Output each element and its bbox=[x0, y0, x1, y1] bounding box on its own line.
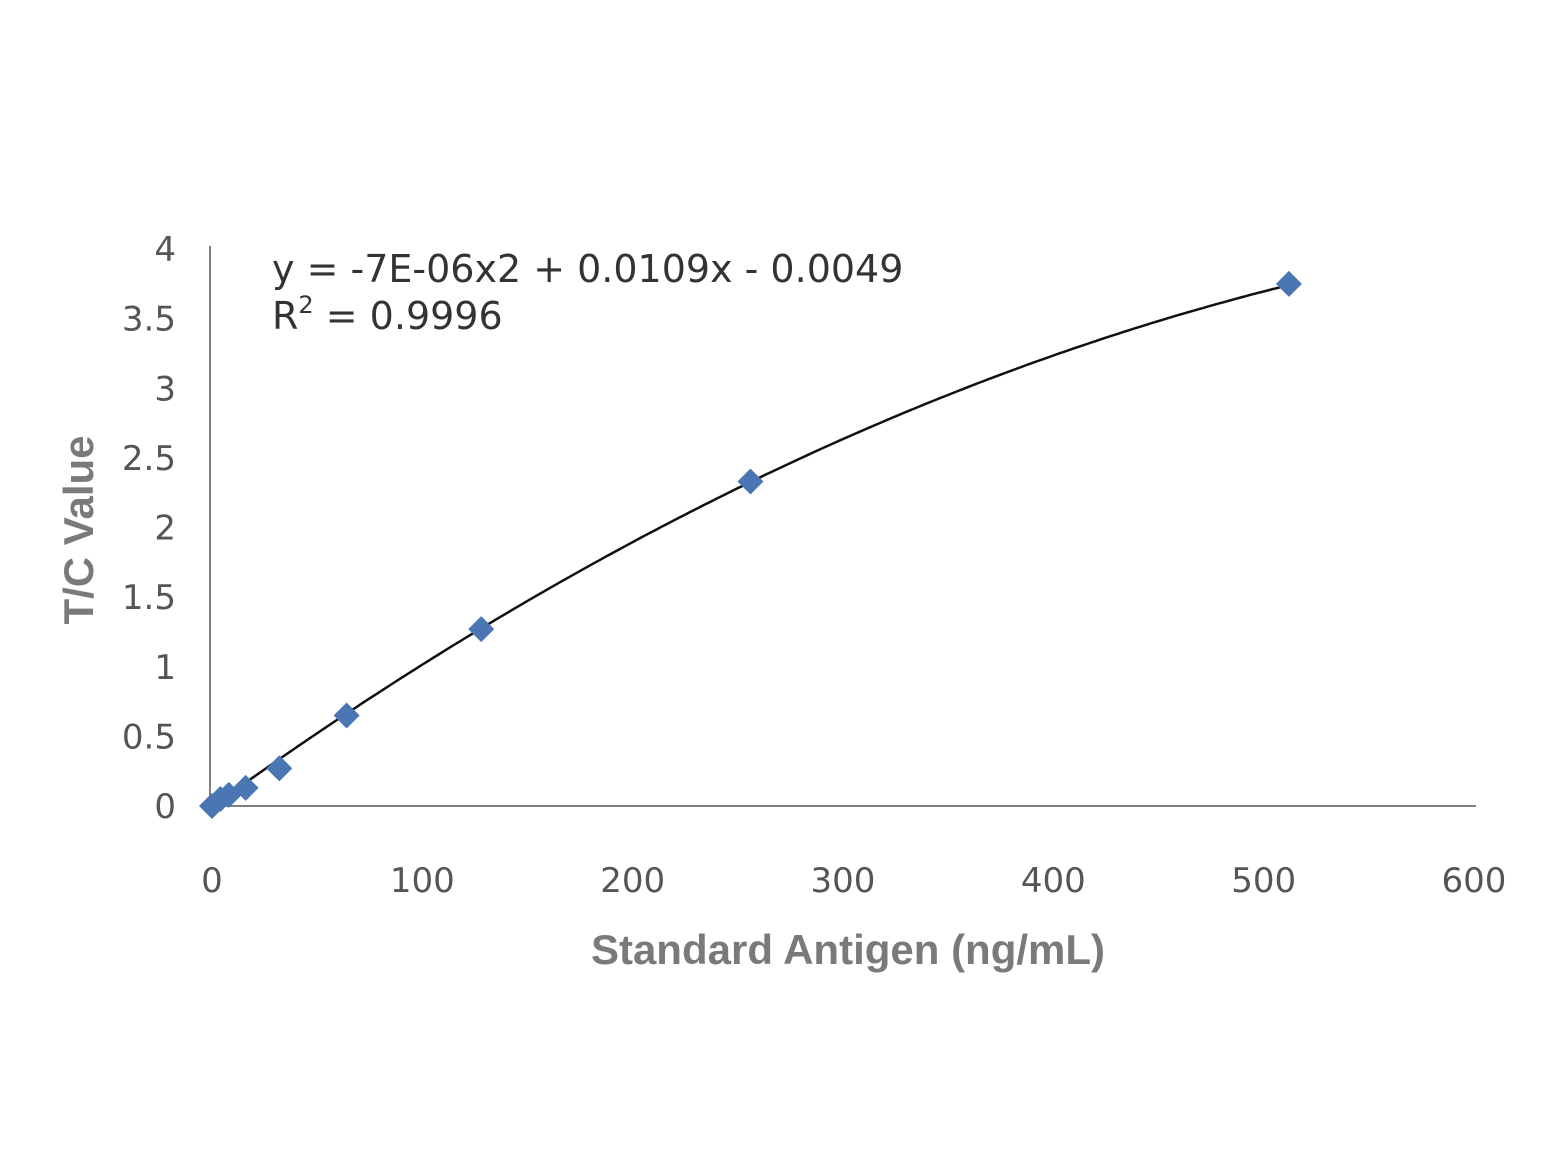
x-tick-label: 0 bbox=[201, 861, 223, 901]
y-tick-label: 2 bbox=[154, 509, 176, 549]
y-tick-label: 1.5 bbox=[122, 578, 176, 618]
x-tick-label: 300 bbox=[811, 861, 876, 901]
x-tick-label: 600 bbox=[1442, 861, 1507, 901]
data-points bbox=[199, 270, 1302, 819]
x-tick-labels: 0 100 200 300 400 500 600 bbox=[201, 861, 1506, 901]
data-point bbox=[468, 616, 495, 643]
data-point bbox=[737, 468, 764, 495]
x-tick-label: 400 bbox=[1021, 861, 1086, 901]
y-tick-labels: 0 0.5 1 1.5 2 2.5 3 3.5 4 bbox=[122, 230, 176, 827]
r-squared-value: = 0.9996 bbox=[314, 294, 503, 338]
data-point bbox=[266, 755, 293, 782]
trendline bbox=[217, 283, 1290, 804]
r-squared-prefix: R bbox=[272, 294, 298, 338]
y-tick-label: 1 bbox=[154, 648, 176, 688]
data-point bbox=[333, 702, 360, 729]
y-tick-label: 4 bbox=[154, 230, 176, 270]
data-point bbox=[232, 774, 259, 801]
trendline-equation: y = -7E-06x2 + 0.0109x - 0.0049 bbox=[272, 247, 903, 291]
x-axis-title: Standard Antigen (ng/mL) bbox=[591, 926, 1105, 973]
y-axis-title: T/C Value bbox=[55, 435, 102, 624]
r-squared-superscript: 2 bbox=[298, 291, 313, 319]
y-tick-label: 0 bbox=[154, 787, 176, 827]
x-tick-label: 100 bbox=[390, 861, 455, 901]
data-point bbox=[1275, 270, 1302, 297]
y-tick-label: 0.5 bbox=[122, 717, 176, 757]
y-tick-label: 3 bbox=[154, 369, 176, 409]
y-tick-label: 2.5 bbox=[122, 439, 176, 479]
x-tick-label: 500 bbox=[1231, 861, 1296, 901]
x-tick-label: 200 bbox=[600, 861, 665, 901]
r-squared-label: R2 = 0.9996 bbox=[272, 291, 503, 338]
y-tick-label: 3.5 bbox=[122, 300, 176, 340]
